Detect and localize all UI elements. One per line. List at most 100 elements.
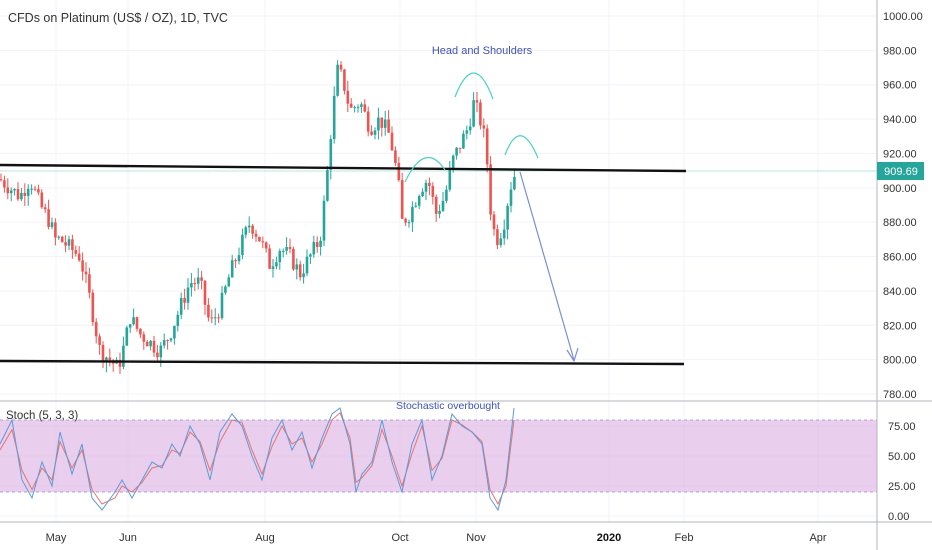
- candle-body: [20, 192, 23, 200]
- candle-body: [67, 239, 71, 246]
- candle-body: [513, 176, 516, 190]
- candle-body: [173, 325, 176, 339]
- head-shoulders-annotation[interactable]: Head and Shoulders: [432, 45, 533, 57]
- time-tick-label: Jun: [119, 532, 137, 544]
- candle-body: [468, 126, 472, 131]
- support-trendline[interactable]: [0, 359, 685, 366]
- price-tick-label: 780.00: [883, 389, 917, 401]
- candle-body: [3, 180, 6, 188]
- candle-body: [94, 322, 98, 337]
- candle-body: [13, 189, 16, 191]
- candle-body: [207, 304, 210, 318]
- candle-body: [326, 169, 329, 201]
- candle-body: [268, 248, 271, 269]
- candle-body: [135, 317, 139, 329]
- candle-body: [431, 185, 435, 197]
- price-axis[interactable]: 1000.00 980.00 960.00 940.00 920.00 900.00 880…: [883, 11, 923, 401]
- head-arc[interactable]: [454, 72, 494, 100]
- candle-body: [125, 327, 129, 346]
- candle-body: [234, 260, 237, 262]
- candle-body: [489, 164, 492, 215]
- candle-body: [492, 214, 496, 230]
- candle-body: [428, 182, 431, 186]
- candle-body: [407, 222, 411, 224]
- time-tick-label: Feb: [675, 532, 694, 544]
- candle-body: [30, 188, 33, 190]
- chart-title: CFDs on Platinum (US$ / OZ), 1D, TVC: [8, 11, 228, 25]
- candle-body: [397, 163, 401, 181]
- candle-body: [319, 240, 322, 247]
- candle-body: [118, 359, 122, 367]
- candle-body: [360, 104, 363, 107]
- stoch-tick-label: 75.00: [888, 421, 916, 433]
- candle-body: [47, 209, 50, 227]
- candle-body: [509, 189, 513, 206]
- candle-body: [91, 292, 95, 323]
- candle-body: [363, 104, 367, 112]
- candle-body: [298, 264, 302, 278]
- candles: [0, 60, 516, 374]
- candle-body: [349, 103, 353, 108]
- candle-body: [322, 200, 326, 241]
- stoch-tick-label: 50.00: [888, 451, 916, 463]
- neckline-trendline[interactable]: [0, 163, 687, 173]
- candle-body: [421, 191, 424, 196]
- candle-body: [77, 253, 81, 261]
- candle-body: [441, 200, 445, 211]
- stoch-indicator-label[interactable]: Stoch (5, 3, 3): [6, 410, 78, 422]
- candle-body: [329, 138, 333, 170]
- candle-body: [162, 340, 166, 346]
- candle-body: [414, 205, 418, 207]
- price-tick-label: 860.00: [883, 252, 917, 264]
- candle-body: [472, 100, 475, 127]
- candle-body: [26, 188, 30, 196]
- candle-body: [377, 117, 380, 131]
- projection-arrowhead: [566, 347, 579, 363]
- candle-body: [356, 106, 360, 108]
- candle-body: [502, 229, 506, 239]
- candle-body: [169, 338, 173, 341]
- candle-body: [247, 225, 251, 228]
- candle-body: [230, 260, 234, 278]
- candle-body: [482, 125, 486, 129]
- time-axis[interactable]: May Jun Aug Oct Nov 2020 Feb Apr: [46, 532, 827, 544]
- stoch-tick-label: 25.00: [888, 481, 916, 493]
- candle-body: [6, 187, 10, 194]
- candle-body: [190, 283, 193, 288]
- stoch-axis[interactable]: 75.00 50.00 25.00 0.00: [888, 421, 916, 523]
- candle-body: [400, 180, 404, 219]
- candle-body: [434, 196, 438, 214]
- stoch-band: [0, 420, 877, 492]
- candle-body: [213, 317, 217, 319]
- candle-body: [84, 271, 88, 275]
- projection-arrow[interactable]: [519, 171, 575, 361]
- stoch-tick-label: 0.00: [888, 511, 909, 523]
- stoch-overbought-annotation[interactable]: Stochastic overbought: [396, 400, 500, 412]
- candle-body: [128, 324, 132, 328]
- candle-body: [339, 64, 343, 70]
- candle-body: [220, 292, 224, 319]
- price-tick-label: 920.00: [883, 148, 917, 160]
- candle-body: [241, 234, 244, 256]
- candle-body: [227, 277, 231, 287]
- candle-body: [217, 317, 220, 319]
- candle-body: [281, 250, 285, 252]
- candle-body: [332, 95, 336, 139]
- candle-body: [142, 334, 146, 342]
- candle-body: [295, 264, 299, 270]
- left-shoulder-arc[interactable]: [404, 156, 446, 183]
- time-tick-label: Aug: [255, 532, 275, 544]
- candle-body: [108, 357, 112, 361]
- candle-body: [387, 119, 390, 133]
- candle-body: [485, 128, 489, 165]
- right-shoulder-arc[interactable]: [504, 135, 539, 159]
- candle-body: [139, 328, 142, 335]
- candle-body: [9, 190, 13, 194]
- candle-body: [346, 90, 350, 104]
- candle-body: [203, 280, 207, 305]
- candle-body: [462, 133, 465, 149]
- candle-body: [271, 266, 275, 269]
- candle-body: [57, 236, 61, 238]
- candle-body: [506, 205, 509, 230]
